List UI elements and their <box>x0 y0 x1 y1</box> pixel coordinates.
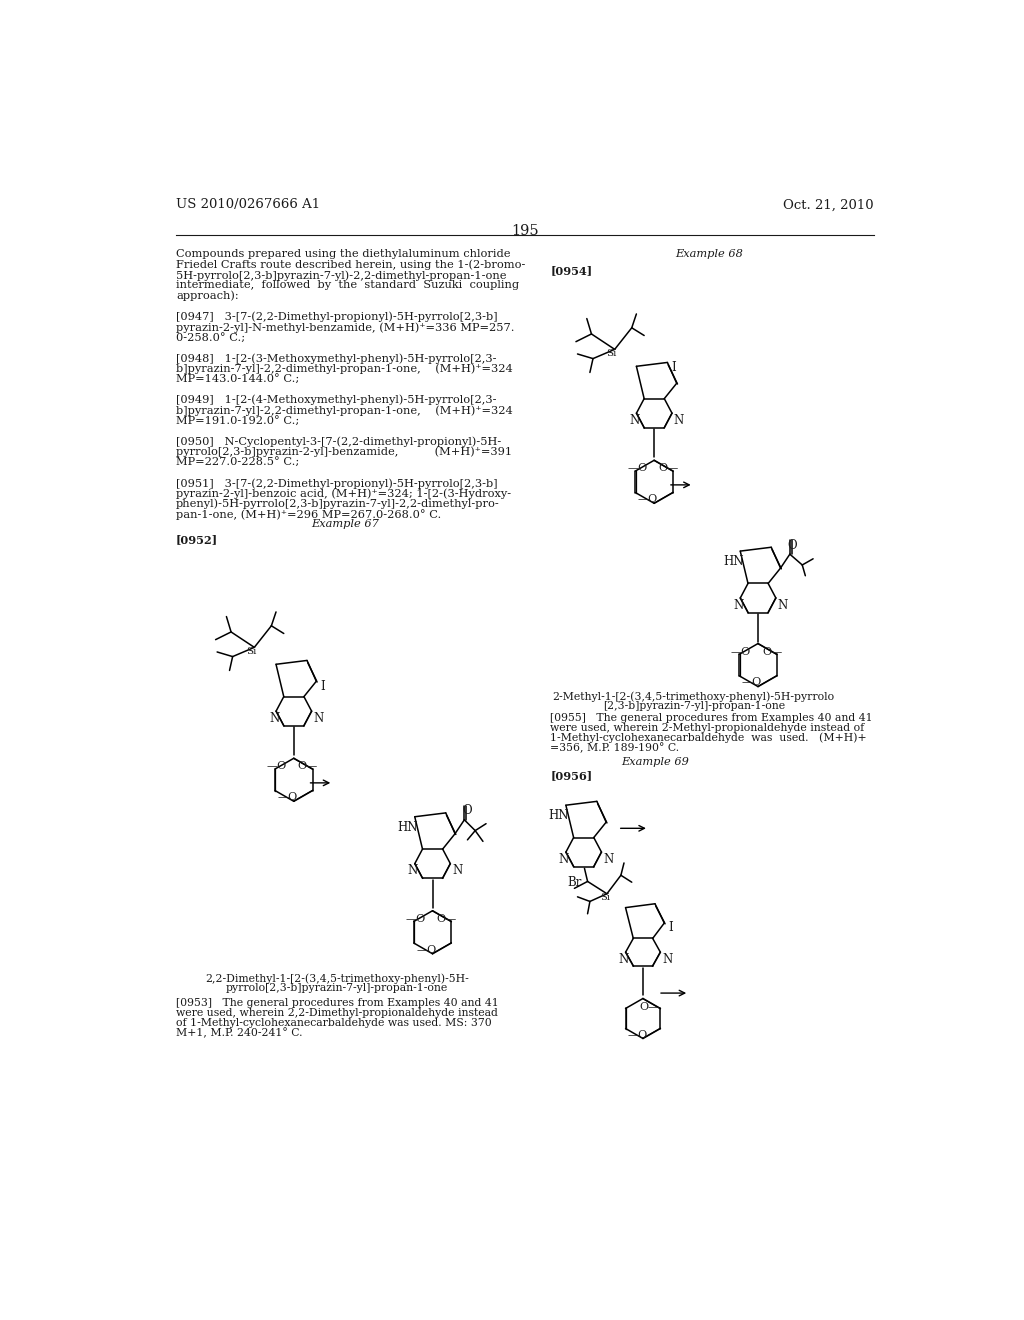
Text: I: I <box>669 921 673 935</box>
Text: I: I <box>672 360 676 374</box>
Text: pyrazin-2-yl]-N-methyl-benzamide, (M+H)⁺=336 MP=257.: pyrazin-2-yl]-N-methyl-benzamide, (M+H)⁺… <box>176 322 514 333</box>
Text: N: N <box>777 599 787 612</box>
Text: —O: —O <box>638 494 658 504</box>
Text: I: I <box>321 680 325 693</box>
Text: [2,3-b]pyrazin-7-yl]-propan-1-one: [2,3-b]pyrazin-7-yl]-propan-1-one <box>603 701 784 711</box>
Text: of 1-Methyl-cyclohexanecarbaldehyde was used. MS: 370: of 1-Methyl-cyclohexanecarbaldehyde was … <box>176 1018 492 1028</box>
Text: O: O <box>462 804 472 817</box>
Text: Friedel Crafts route described herein, using the 1-(2-bromo-: Friedel Crafts route described herein, u… <box>176 260 525 271</box>
Text: N: N <box>313 711 324 725</box>
Text: 195: 195 <box>511 224 539 238</box>
Text: Oct. 21, 2010: Oct. 21, 2010 <box>783 198 873 211</box>
Text: =356, M.P. 189-190° C.: =356, M.P. 189-190° C. <box>550 743 680 754</box>
Text: N: N <box>630 414 640 428</box>
Text: Br: Br <box>567 876 582 890</box>
Text: O—: O— <box>436 913 457 924</box>
Text: [0956]: [0956] <box>550 771 593 781</box>
Text: HN: HN <box>549 809 569 822</box>
Text: M+1, M.P. 240-241° C.: M+1, M.P. 240-241° C. <box>176 1028 302 1039</box>
Text: [0947]   3-[7-(2,2-Dimethyl-propionyl)-5H-pyrrolo[2,3-b]: [0947] 3-[7-(2,2-Dimethyl-propionyl)-5H-… <box>176 312 498 322</box>
Text: O—: O— <box>298 762 318 771</box>
Text: N: N <box>618 953 629 966</box>
Text: 2-Methyl-1-[2-(3,4,5-trimethoxy-phenyl)-5H-pyrrolo: 2-Methyl-1-[2-(3,4,5-trimethoxy-phenyl)-… <box>553 692 835 702</box>
Text: 2,2-Dimethyl-1-[2-(3,4,5-trimethoxy-phenyl)-5H-: 2,2-Dimethyl-1-[2-(3,4,5-trimethoxy-phen… <box>206 973 469 983</box>
Text: MP=191.0-192.0° C.;: MP=191.0-192.0° C.; <box>176 416 299 425</box>
Text: [0953]   The general procedures from Examples 40 and 41: [0953] The general procedures from Examp… <box>176 998 499 1007</box>
Text: US 2010/0267666 A1: US 2010/0267666 A1 <box>176 198 321 211</box>
Text: intermediate,  followed  by  the  standard  Suzuki  coupling: intermediate, followed by the standard S… <box>176 280 519 290</box>
Text: pyrazin-2-yl]-benzoic acid, (M+H)⁺=324; 1-[2-(3-Hydroxy-: pyrazin-2-yl]-benzoic acid, (M+H)⁺=324; … <box>176 488 511 499</box>
Text: —O: —O <box>627 463 647 474</box>
Text: N: N <box>674 414 684 428</box>
Text: MP=227.0-228.5° C.;: MP=227.0-228.5° C.; <box>176 457 299 467</box>
Text: Si: Si <box>600 894 609 902</box>
Text: b]pyrazin-7-yl]-2,2-dimethyl-propan-1-one,    (M+H)⁺=324: b]pyrazin-7-yl]-2,2-dimethyl-propan-1-on… <box>176 363 513 374</box>
Text: pyrrolo[2,3-b]pyrazin-7-yl]-propan-1-one: pyrrolo[2,3-b]pyrazin-7-yl]-propan-1-one <box>226 983 449 993</box>
Text: [0949]   1-[2-(4-Methoxymethyl-phenyl)-5H-pyrrolo[2,3-: [0949] 1-[2-(4-Methoxymethyl-phenyl)-5H-… <box>176 395 497 405</box>
Text: MP=143.0-144.0° C.;: MP=143.0-144.0° C.; <box>176 374 299 384</box>
Text: phenyl)-5H-pyrrolo[2,3-b]pyrazin-7-yl]-2,2-dimethyl-pro-: phenyl)-5H-pyrrolo[2,3-b]pyrazin-7-yl]-2… <box>176 499 500 510</box>
Text: were used, wherein 2-Methyl-propionaldehyde instead of: were used, wherein 2-Methyl-propionaldeh… <box>550 723 864 733</box>
Text: N: N <box>603 853 613 866</box>
Text: pyrrolo[2,3-b]pyrazin-2-yl]-benzamide,          (M+H)⁺=391: pyrrolo[2,3-b]pyrazin-2-yl]-benzamide, (… <box>176 446 512 457</box>
Text: [0954]: [0954] <box>550 264 593 276</box>
Text: Example 67: Example 67 <box>311 519 379 529</box>
Text: N: N <box>408 865 418 878</box>
Text: N: N <box>662 953 672 966</box>
Text: [0950]   N-Cyclopentyl-3-[7-(2,2-dimethyl-propionyl)-5H-: [0950] N-Cyclopentyl-3-[7-(2,2-dimethyl-… <box>176 437 502 447</box>
Text: N: N <box>559 853 569 866</box>
Text: O—: O— <box>762 647 782 656</box>
Text: N: N <box>452 865 462 878</box>
Text: 0-258.0° C.;: 0-258.0° C.; <box>176 333 245 342</box>
Text: Si: Si <box>606 350 616 359</box>
Text: 5H-pyrrolo[2,3-b]pyrazin-7-yl)-2,2-dimethyl-propan-1-one: 5H-pyrrolo[2,3-b]pyrazin-7-yl)-2,2-dimet… <box>176 271 507 281</box>
Text: Compounds prepared using the diethylaluminum chloride: Compounds prepared using the diethylalum… <box>176 249 511 259</box>
Text: O—: O— <box>658 463 678 474</box>
Text: —O: —O <box>628 1030 648 1040</box>
Text: HN: HN <box>723 554 743 568</box>
Text: Example 69: Example 69 <box>622 758 689 767</box>
Text: N: N <box>269 711 280 725</box>
Text: —O: —O <box>266 762 287 771</box>
Text: [0948]   1-[2-(3-Methoxymethyl-phenyl)-5H-pyrrolo[2,3-: [0948] 1-[2-(3-Methoxymethyl-phenyl)-5H-… <box>176 354 497 364</box>
Text: —O: —O <box>731 647 752 656</box>
Text: Example 68: Example 68 <box>675 249 743 259</box>
Text: —O: —O <box>278 792 298 803</box>
Text: —O: —O <box>741 677 762 688</box>
Text: approach):: approach): <box>176 290 239 301</box>
Text: HN: HN <box>397 821 418 834</box>
Text: [0951]   3-[7-(2,2-Dimethyl-propionyl)-5H-pyrrolo[2,3-b]: [0951] 3-[7-(2,2-Dimethyl-propionyl)-5H-… <box>176 478 498 488</box>
Text: [0955]   The general procedures from Examples 40 and 41: [0955] The general procedures from Examp… <box>550 713 873 723</box>
Text: pan-1-one, (M+H)⁺=296 MP=267.0-268.0° C.: pan-1-one, (M+H)⁺=296 MP=267.0-268.0° C. <box>176 510 441 520</box>
Text: were used, wherein 2,2-Dimethyl-propionaldehyde instead: were used, wherein 2,2-Dimethyl-propiona… <box>176 1007 498 1018</box>
Text: N: N <box>733 599 743 612</box>
Text: 1-Methyl-cyclohexanecarbaldehyde  was  used.   (M+H)+: 1-Methyl-cyclohexanecarbaldehyde was use… <box>550 733 867 743</box>
Text: O: O <box>787 539 797 552</box>
Text: —O: —O <box>406 913 426 924</box>
Text: [0952]: [0952] <box>176 535 218 545</box>
Text: O—: O— <box>639 1002 659 1011</box>
Text: Si: Si <box>246 648 256 656</box>
Text: b]pyrazin-7-yl]-2,2-dimethyl-propan-1-one,    (M+H)⁺=324: b]pyrazin-7-yl]-2,2-dimethyl-propan-1-on… <box>176 405 513 416</box>
Text: —O: —O <box>416 945 436 954</box>
